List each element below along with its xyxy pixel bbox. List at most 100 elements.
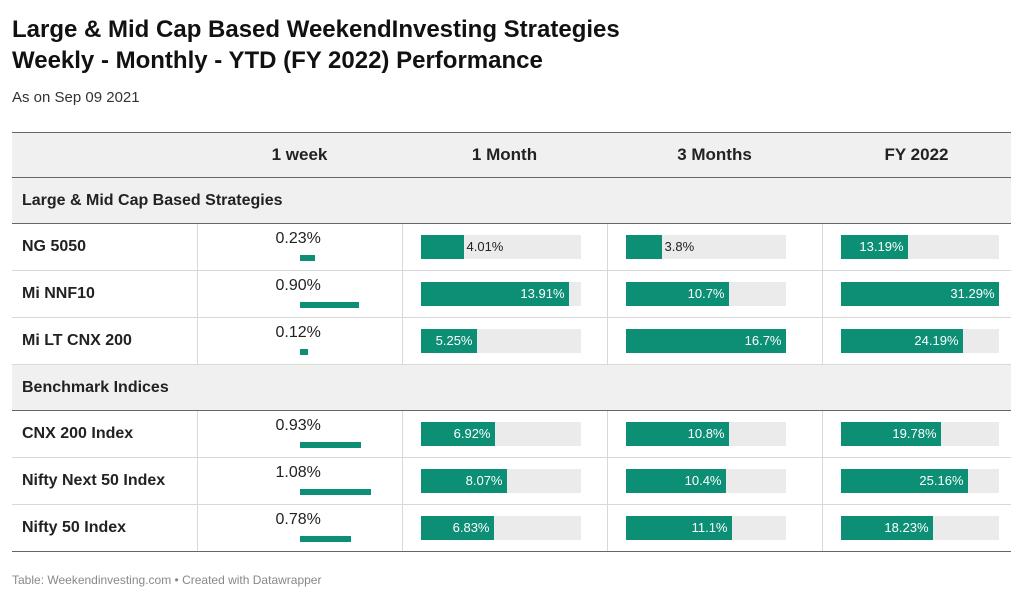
row-name: NG 5050 xyxy=(12,223,197,271)
header-3-months: 3 Months xyxy=(607,132,822,178)
bar-fill xyxy=(420,329,477,353)
bar-track: 25.16% xyxy=(840,469,999,493)
cell-1-week: 0.23% xyxy=(196,223,402,271)
value-label: 25.16% xyxy=(919,473,964,488)
value-label: 4.01% xyxy=(466,239,504,254)
group-header-row: Large & Mid Cap Based Strategies xyxy=(12,177,1011,224)
bar-fill xyxy=(840,329,963,353)
bar-track: 19.78% xyxy=(840,422,999,446)
header-strategy xyxy=(12,132,197,178)
bar-track: 4.01% xyxy=(420,235,581,259)
value-label: 8.07% xyxy=(465,473,503,488)
value-label: 10.7% xyxy=(687,286,725,301)
value-label: 18.23% xyxy=(884,520,929,535)
row-name: Mi NNF10 xyxy=(12,270,197,318)
table-body: Large & Mid Cap Based Strategies NG 5050 0… xyxy=(12,177,1011,552)
cell-3-months: 11.1% xyxy=(606,504,822,552)
value-label: 0.78% xyxy=(275,511,321,528)
table-row: Mi LT CNX 200 0.12% 5.25% 16.7% 24.19% xyxy=(12,317,1011,365)
bar-track: 10.8% xyxy=(625,422,786,446)
bar-track: 6.83% xyxy=(420,516,581,540)
table-row: NG 5050 0.23% 4.01% 3.8% 13.19% xyxy=(12,223,1011,271)
bar-track: 10.7% xyxy=(625,282,786,306)
cell-1-month: 6.83% xyxy=(401,504,607,552)
bar-fill xyxy=(625,329,786,353)
value-label: 10.4% xyxy=(684,473,722,488)
bar-1-week xyxy=(299,489,371,495)
value-label: 13.91% xyxy=(520,286,565,301)
bar-fill xyxy=(625,469,726,493)
bar-fill xyxy=(625,235,662,259)
bar-track: 5.25% xyxy=(420,329,581,353)
table-row: Nifty Next 50 Index 1.08% 8.07% 10.4% 25.16% xyxy=(12,457,1011,505)
cell-1-week: 0.90% xyxy=(196,270,402,318)
value-label: 1.08% xyxy=(275,464,321,481)
bar-track: 3.8% xyxy=(625,235,786,259)
bar-track: 31.29% xyxy=(840,282,999,306)
cell-1-month: 5.25% xyxy=(401,317,607,365)
group-title: Benchmark Indices xyxy=(12,364,1011,411)
value-label: 19.78% xyxy=(892,426,937,441)
cell-1-month: 8.07% xyxy=(401,457,607,505)
group-header-row: Benchmark Indices xyxy=(12,364,1011,411)
chart-title: Large & Mid Cap Based WeekendInvesting S… xyxy=(12,14,620,76)
value-label: 3.8% xyxy=(664,239,695,254)
table-row: Mi NNF10 0.90% 13.91% 10.7% 31.29% xyxy=(12,270,1011,318)
value-label: 5.25% xyxy=(435,333,473,348)
bar-track: 8.07% xyxy=(420,469,581,493)
bar-fill xyxy=(420,282,569,306)
bar-track: 16.7% xyxy=(625,329,786,353)
table-row: CNX 200 Index 0.93% 6.92% 10.8% 19.78% xyxy=(12,410,1011,458)
cell-3-months: 10.8% xyxy=(606,410,822,458)
bar-track: 18.23% xyxy=(840,516,999,540)
bar-fill xyxy=(840,469,968,493)
value-label: 31.29% xyxy=(950,286,995,301)
cell-fy-2022: 13.19% xyxy=(821,223,1011,271)
value-label: 11.1% xyxy=(691,520,728,535)
cell-1-week: 0.12% xyxy=(196,317,402,365)
value-label: 6.83% xyxy=(452,520,490,535)
bar-1-week xyxy=(299,349,308,355)
row-name: CNX 200 Index xyxy=(12,410,197,458)
header-fy-2022: FY 2022 xyxy=(822,132,1011,178)
cell-3-months: 3.8% xyxy=(606,223,822,271)
bar-1-week xyxy=(299,536,351,542)
cell-3-months: 10.7% xyxy=(606,270,822,318)
cell-1-month: 4.01% xyxy=(401,223,607,271)
cell-fy-2022: 18.23% xyxy=(821,504,1011,552)
bar-1-week xyxy=(299,302,359,308)
bar-1-week xyxy=(299,442,361,448)
header-1-week: 1 week xyxy=(197,132,402,178)
table-row: Nifty 50 Index 0.78% 6.83% 11.1% 18.23% xyxy=(12,504,1011,552)
title-line-2: Weekly - Monthly - YTD (FY 2022) Perform… xyxy=(12,47,543,74)
bar-fill xyxy=(625,422,729,446)
chart-subtitle: As on Sep 09 2021 xyxy=(12,89,140,106)
value-label: 0.90% xyxy=(275,277,321,294)
cell-fy-2022: 31.29% xyxy=(821,270,1011,318)
value-label: 10.8% xyxy=(687,426,725,441)
cell-fy-2022: 24.19% xyxy=(821,317,1011,365)
bar-track: 10.4% xyxy=(625,469,786,493)
cell-1-month: 6.92% xyxy=(401,410,607,458)
table-header: 1 week 1 Month 3 Months FY 2022 xyxy=(12,132,1011,178)
bar-fill xyxy=(420,235,464,259)
cell-1-week: 0.78% xyxy=(196,504,402,552)
value-label: 0.23% xyxy=(275,230,321,247)
value-label: 0.93% xyxy=(275,417,321,434)
value-label: 13.19% xyxy=(859,239,904,254)
bar-track: 13.19% xyxy=(840,235,999,259)
cell-1-week: 1.08% xyxy=(196,457,402,505)
cell-fy-2022: 25.16% xyxy=(821,457,1011,505)
bar-fill xyxy=(420,469,507,493)
row-name: Nifty 50 Index xyxy=(12,504,197,552)
cell-1-month: 13.91% xyxy=(401,270,607,318)
cell-fy-2022: 19.78% xyxy=(821,410,1011,458)
bar-track: 6.92% xyxy=(420,422,581,446)
bar-fill xyxy=(625,282,729,306)
group-title: Large & Mid Cap Based Strategies xyxy=(12,177,1011,224)
header-1-month: 1 Month xyxy=(402,132,607,178)
value-label: 16.7% xyxy=(744,333,782,348)
bar-fill xyxy=(840,422,941,446)
header-row: 1 week 1 Month 3 Months FY 2022 xyxy=(12,132,1011,178)
value-label: 0.12% xyxy=(275,324,321,341)
